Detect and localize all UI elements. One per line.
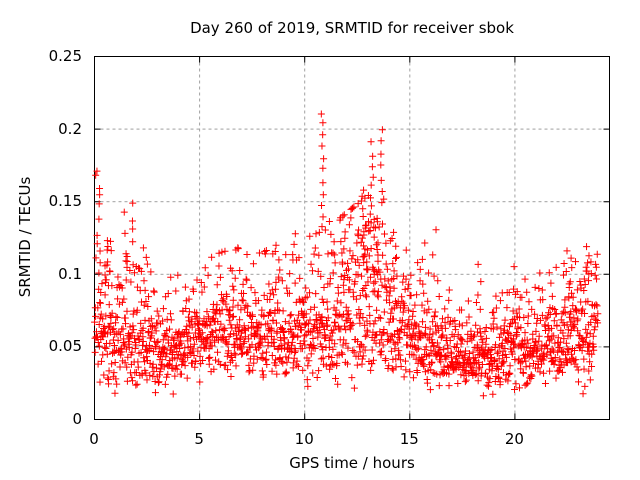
y-tick-label-0: 0 <box>72 410 82 428</box>
x-tick-label-5: 5 <box>194 430 204 448</box>
x-tick-label-10: 10 <box>294 430 314 448</box>
y-axis-label: SRMTID / TECUs <box>16 176 34 298</box>
chart-title: Day 260 of 2019, SRMTID for receiver sbo… <box>190 19 514 37</box>
y-tick-label-0.15: 0.15 <box>48 192 82 211</box>
y-tick-label-0.1: 0.1 <box>58 264 82 283</box>
x-tick-label-0: 0 <box>89 430 99 448</box>
y-tick-label-0.2: 0.2 <box>58 119 82 138</box>
y-tick-label-0.25: 0.25 <box>48 47 82 65</box>
y-tick-label-0.05: 0.05 <box>48 337 82 356</box>
x-tick-label-15: 15 <box>399 430 419 448</box>
x-tick-label-20: 20 <box>504 430 524 448</box>
x-axis-label: GPS time / hours <box>289 454 415 472</box>
